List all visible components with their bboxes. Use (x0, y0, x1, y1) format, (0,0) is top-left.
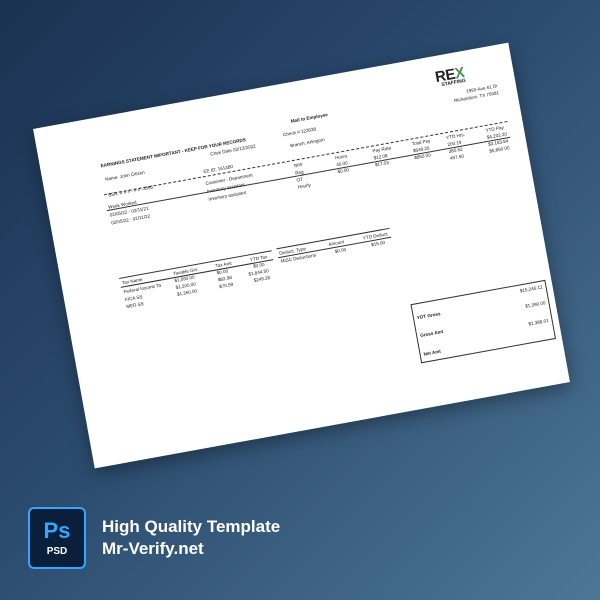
cell: MED SS (125, 301, 145, 310)
ps-icon-text: Ps (43, 517, 71, 543)
cell: OT (296, 176, 304, 183)
cell: $1,260.00 (176, 288, 198, 297)
cell: $70.59 (218, 281, 234, 290)
ytd-gross-value: $15,246.12 (519, 284, 543, 294)
cell: $17.03 (374, 159, 390, 168)
cell: $249.28 (253, 275, 271, 283)
gross-amt-label: Gross Amt (419, 328, 444, 339)
branch: Branch: Arlington (289, 137, 326, 149)
cell: $0.00 (337, 167, 350, 175)
cell: $0.00 (252, 261, 265, 269)
col-header: Pay Rate (372, 145, 392, 154)
cell: Hourly (297, 182, 312, 190)
website: Mr-Verify.net (102, 539, 204, 558)
employee-name: Name: John Citizen (104, 169, 146, 182)
net-amt-label: Net Amt (423, 348, 442, 357)
earnings-statement-document: REX STAFFING 1950-Ave 61 Dr Richardson, … (33, 42, 570, 469)
cell: $5,850.00 (488, 145, 510, 154)
cell: $15.00 (370, 239, 386, 248)
ytd-gross-label: YDT Gross (416, 311, 441, 321)
photoshop-psd-icon: Ps PSD (28, 507, 86, 569)
col-header: Hours (334, 153, 348, 161)
psd-label: PSD (46, 545, 68, 557)
col-header: type (293, 161, 303, 168)
company-logo: REX STAFFING (434, 64, 466, 89)
gross-amt-value: $1,390.00 (524, 300, 546, 309)
cell: $0.00 (216, 268, 229, 276)
check-number: Check #:123538 (282, 126, 317, 138)
col-header: YTD Hrs. (445, 131, 466, 141)
net-amt-value: $1,388.01 (528, 317, 550, 327)
cell: 497.50 (449, 153, 465, 161)
promo-footer: Ps PSD High Quality Template Mr-Verify.n… (28, 507, 280, 569)
pay-summary-box: $15,246.12 YDT Gross $1,390.00 Gross Amt… (410, 279, 557, 364)
mail-to: Mail to Employee (290, 112, 329, 124)
tagline: High Quality Template (102, 517, 281, 536)
cell: $0.00 (334, 246, 347, 254)
